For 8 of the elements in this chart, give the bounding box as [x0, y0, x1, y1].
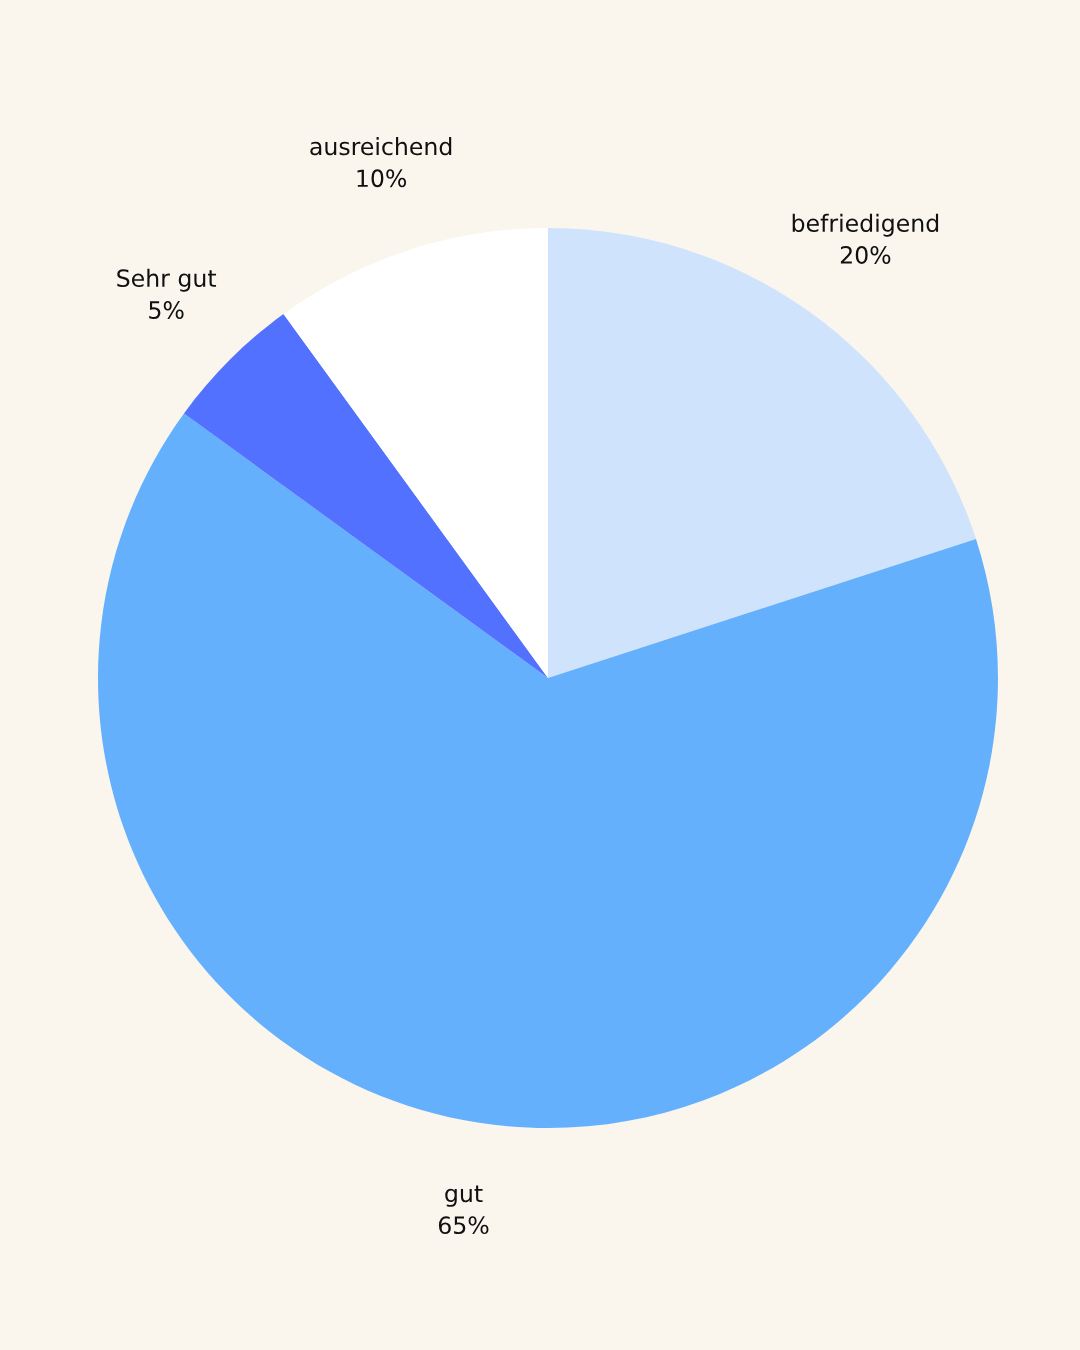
slice-label: gut [445, 1185, 483, 1207]
data-label: 20% [840, 246, 891, 264]
data-label: 65% [438, 1216, 489, 1235]
data-label: 10% [357, 169, 407, 188]
slice-label: Sehr gut [117, 268, 217, 292]
slice-label: befriedigend [792, 213, 939, 237]
data-label: 5% [149, 301, 184, 319]
slice-label: ausreichend [310, 137, 452, 156]
